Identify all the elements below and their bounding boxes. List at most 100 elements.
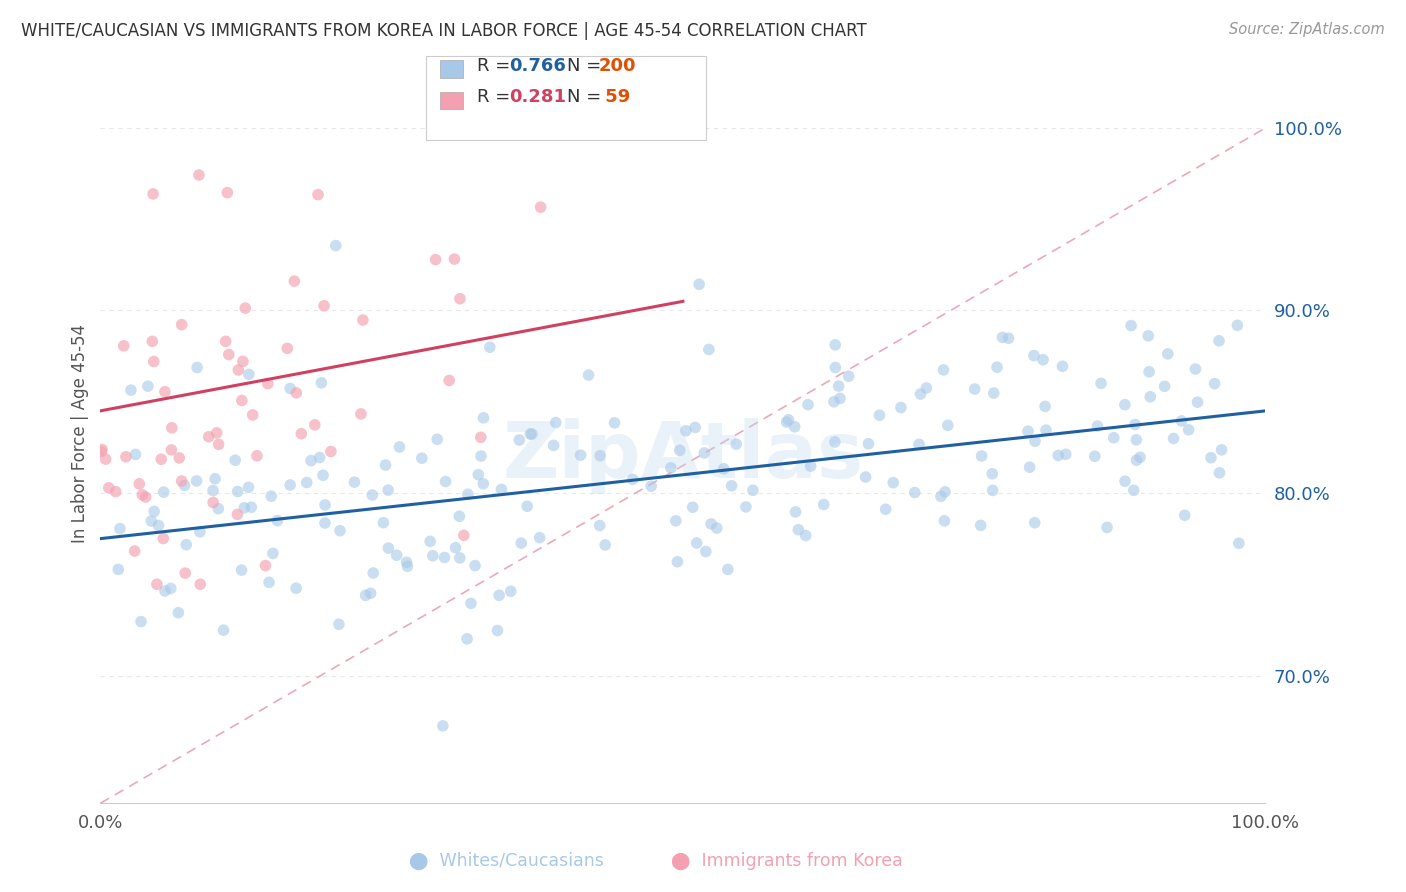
Point (449, 509, 471, 524)
Point (170, 318, 193, 332)
Point (254, 558, 277, 573)
Point (936, 418, 959, 433)
Point (202, 495, 225, 509)
Point (188, 577, 211, 591)
Point (794, 528, 817, 542)
Point (824, 338, 846, 352)
Point (529, 200, 551, 214)
Point (148, 518, 170, 533)
Point (963, 382, 986, 396)
Point (419, 534, 441, 549)
Point (350, 407, 373, 421)
Point (314, 498, 336, 512)
Point (675, 424, 697, 438)
Point (915, 381, 938, 395)
Point (904, 485, 927, 500)
Point (246, 449, 269, 463)
Point (603, 416, 626, 430)
Point (621, 472, 644, 486)
Point (312, 468, 335, 483)
Point (934, 514, 956, 528)
Point (124, 544, 146, 558)
Point (460, 596, 482, 610)
Point (120, 383, 142, 397)
Point (1095, 520, 1118, 534)
Point (697, 343, 720, 357)
Point (824, 434, 846, 449)
Text: 0.281: 0.281 (509, 88, 567, 106)
Point (112, 339, 135, 353)
Point (1032, 352, 1054, 367)
Point (202, 483, 225, 498)
Point (529, 531, 551, 545)
Point (232, 354, 254, 368)
Point (682, 500, 704, 515)
Point (1024, 516, 1046, 530)
Point (486, 624, 509, 638)
Point (233, 500, 256, 515)
Point (215, 334, 238, 349)
Point (432, 719, 454, 733)
Point (969, 518, 991, 533)
Point (146, 577, 169, 591)
Text: N =: N = (567, 88, 606, 106)
Point (266, 514, 288, 528)
Point (170, 474, 193, 488)
Point (700, 516, 723, 531)
Point (1227, 536, 1250, 550)
Point (314, 516, 336, 530)
Point (1022, 349, 1045, 363)
Point (186, 474, 208, 488)
Point (278, 478, 301, 492)
Point (686, 536, 709, 550)
Point (827, 379, 849, 393)
Point (640, 479, 662, 493)
Point (1084, 450, 1107, 464)
Point (1204, 376, 1226, 391)
Point (152, 485, 174, 500)
Point (813, 498, 835, 512)
Point (668, 443, 690, 458)
Point (107, 562, 129, 576)
Point (800, 459, 823, 474)
Point (467, 467, 489, 482)
Point (169, 450, 191, 465)
Point (142, 354, 165, 368)
Point (783, 419, 806, 434)
Point (197, 430, 219, 444)
Point (1226, 318, 1249, 333)
Point (472, 410, 495, 425)
Point (470, 430, 492, 444)
Point (328, 617, 350, 632)
Point (352, 313, 374, 327)
Point (1163, 432, 1185, 446)
Point (174, 538, 197, 552)
Point (1137, 365, 1160, 379)
Point (395, 555, 418, 569)
Point (910, 387, 932, 401)
Point (1125, 453, 1147, 467)
Point (295, 475, 318, 490)
Point (411, 451, 433, 466)
Point (124, 447, 146, 461)
Point (242, 408, 264, 422)
Point (449, 550, 471, 565)
Text: 59: 59 (599, 88, 630, 106)
Point (1139, 390, 1161, 404)
Point (934, 484, 956, 499)
Point (260, 489, 283, 503)
Point (725, 437, 748, 451)
Point (207, 501, 229, 516)
Point (319, 444, 342, 458)
Point (470, 449, 492, 463)
Point (838, 369, 860, 384)
Point (94, 452, 117, 467)
Point (472, 476, 495, 491)
Point (875, 502, 897, 516)
Point (188, 524, 211, 539)
Point (776, 415, 799, 429)
Point (981, 483, 1004, 498)
Point (278, 381, 301, 395)
Point (329, 524, 352, 538)
Point (543, 438, 565, 452)
